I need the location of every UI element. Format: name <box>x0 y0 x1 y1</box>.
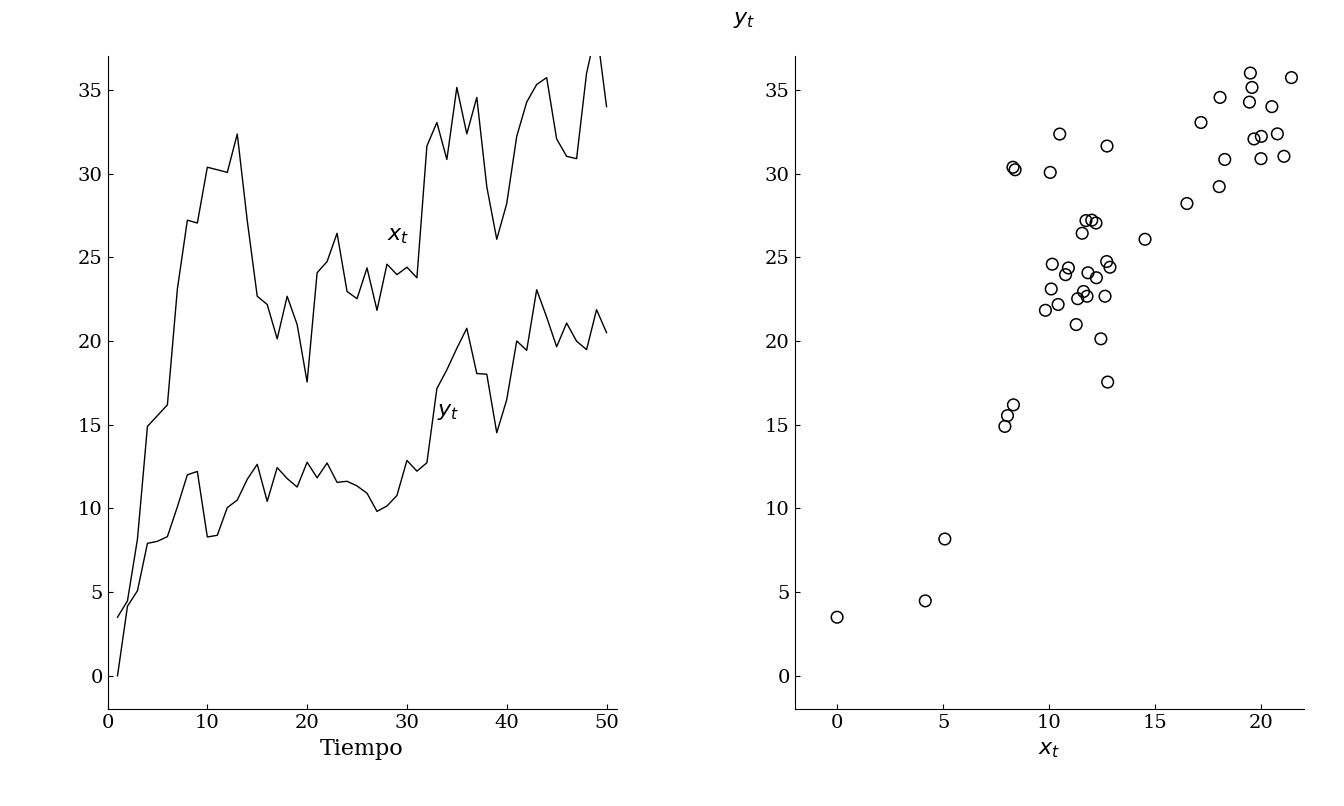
Point <box>1290 23 1312 35</box>
Point <box>1055 268 1077 281</box>
Point <box>1075 214 1097 227</box>
Point <box>1071 226 1093 239</box>
Point <box>997 409 1019 422</box>
Point <box>1176 197 1198 210</box>
X-axis label: Tiempo: Tiempo <box>320 737 405 760</box>
Point <box>1003 160 1024 173</box>
Point <box>827 611 848 624</box>
Point <box>1040 283 1062 296</box>
Point <box>1039 166 1060 179</box>
Point <box>1242 81 1263 93</box>
Point <box>1250 152 1271 165</box>
Text: $y_t$: $y_t$ <box>437 401 460 422</box>
Y-axis label: $y_t$: $y_t$ <box>732 8 755 31</box>
Point <box>1239 67 1261 80</box>
Point <box>1239 96 1261 109</box>
Point <box>1094 290 1116 303</box>
Point <box>1097 139 1118 152</box>
Point <box>995 420 1016 433</box>
Point <box>1004 164 1025 177</box>
Point <box>1077 290 1098 303</box>
Point <box>1035 304 1056 317</box>
Point <box>1097 376 1118 388</box>
Point <box>1078 266 1099 279</box>
Point <box>914 595 935 608</box>
Point <box>1058 261 1079 274</box>
Point <box>1047 298 1068 311</box>
Point <box>1210 91 1231 104</box>
Point <box>1067 293 1089 305</box>
X-axis label: $x_t$: $x_t$ <box>1038 737 1060 760</box>
Point <box>1090 332 1111 345</box>
Point <box>1191 116 1212 129</box>
Point <box>1134 233 1156 246</box>
Point <box>1316 78 1337 91</box>
Point <box>1042 258 1063 271</box>
Point <box>1085 217 1106 230</box>
Point <box>1095 255 1117 268</box>
Point <box>1208 181 1230 193</box>
Point <box>1099 261 1121 274</box>
Point <box>1243 132 1265 145</box>
Point <box>1003 398 1024 411</box>
Point <box>1048 127 1070 140</box>
Point <box>1214 153 1235 166</box>
Point <box>1261 100 1282 113</box>
Point <box>1273 150 1294 163</box>
Point <box>1250 130 1271 143</box>
Point <box>934 533 956 546</box>
Point <box>1066 318 1087 331</box>
Point <box>1086 272 1107 285</box>
Point <box>1281 71 1302 84</box>
Point <box>1073 285 1094 298</box>
Text: $x_t$: $x_t$ <box>387 224 410 246</box>
Point <box>1081 214 1102 226</box>
Point <box>1266 127 1288 140</box>
